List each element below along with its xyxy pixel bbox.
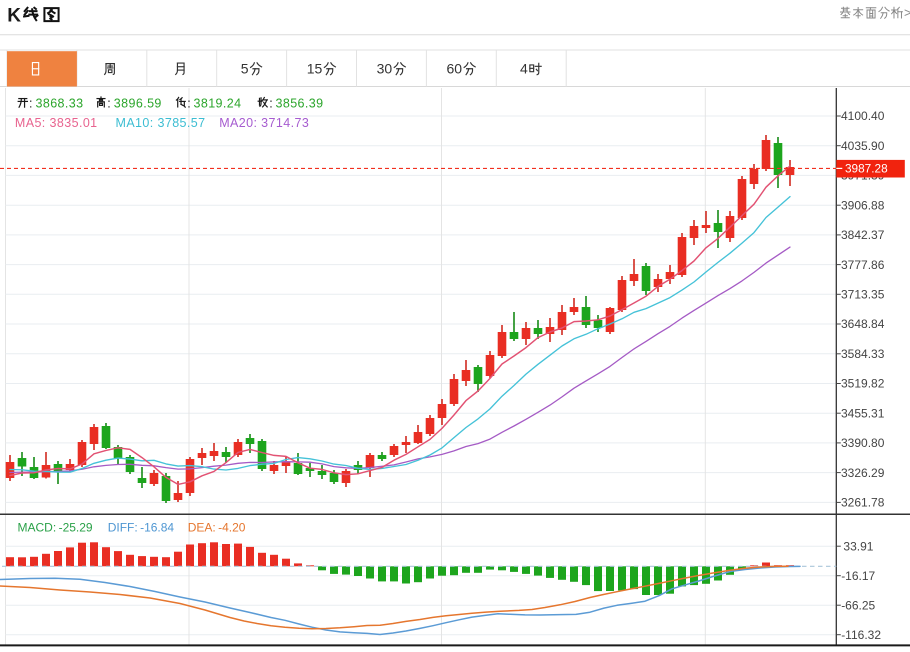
svg-text:3819.24: 3819.24	[194, 97, 242, 111]
svg-text:3390.80: 3390.80	[841, 436, 885, 450]
svg-text:MA5: 3835.01: MA5: 3835.01	[15, 116, 98, 130]
svg-text:DEA: -4.20: DEA: -4.20	[188, 521, 246, 535]
svg-text:3261.78: 3261.78	[841, 496, 885, 510]
svg-text:15: 15	[307, 60, 323, 76]
svg-text:-66.25: -66.25	[841, 598, 875, 612]
svg-text:-116.32: -116.32	[841, 628, 881, 642]
svg-text:30: 30	[377, 60, 393, 76]
svg-text:DIFF: -16.84: DIFF: -16.84	[108, 521, 175, 535]
svg-text:>: >	[904, 5, 910, 20]
svg-text:4035.90: 4035.90	[841, 139, 885, 153]
svg-text:4: 4	[520, 60, 528, 76]
svg-text:3896.59: 3896.59	[114, 97, 162, 111]
svg-text:3519.82: 3519.82	[841, 377, 885, 391]
svg-text:3326.29: 3326.29	[841, 466, 885, 480]
svg-text:K: K	[7, 6, 21, 27]
svg-text::: :	[269, 97, 273, 111]
svg-text:3713.35: 3713.35	[841, 288, 885, 302]
svg-text:3987.28: 3987.28	[845, 162, 888, 176]
svg-text:3648.84: 3648.84	[841, 317, 885, 331]
svg-text:MACD: -25.29: MACD: -25.29	[18, 521, 93, 535]
svg-text::: :	[107, 97, 111, 111]
svg-text::: :	[187, 97, 191, 111]
svg-text:4100.40: 4100.40	[841, 109, 885, 123]
svg-text:3856.39: 3856.39	[276, 97, 324, 111]
svg-text:3777.86: 3777.86	[841, 258, 885, 272]
svg-text:5: 5	[241, 60, 249, 76]
svg-text:33.91: 33.91	[843, 539, 873, 553]
svg-text:3455.31: 3455.31	[841, 406, 885, 420]
svg-text:3842.37: 3842.37	[841, 228, 885, 242]
svg-text:3868.33: 3868.33	[36, 97, 84, 111]
svg-text:3584.33: 3584.33	[841, 347, 885, 361]
svg-text:60: 60	[447, 60, 463, 76]
svg-text:MA10: 3785.57: MA10: 3785.57	[116, 116, 206, 130]
svg-text:3906.88: 3906.88	[841, 198, 885, 212]
svg-text::: :	[29, 97, 33, 111]
svg-text:-16.17: -16.17	[841, 569, 875, 583]
svg-text:MA20: 3714.73: MA20: 3714.73	[219, 116, 309, 130]
